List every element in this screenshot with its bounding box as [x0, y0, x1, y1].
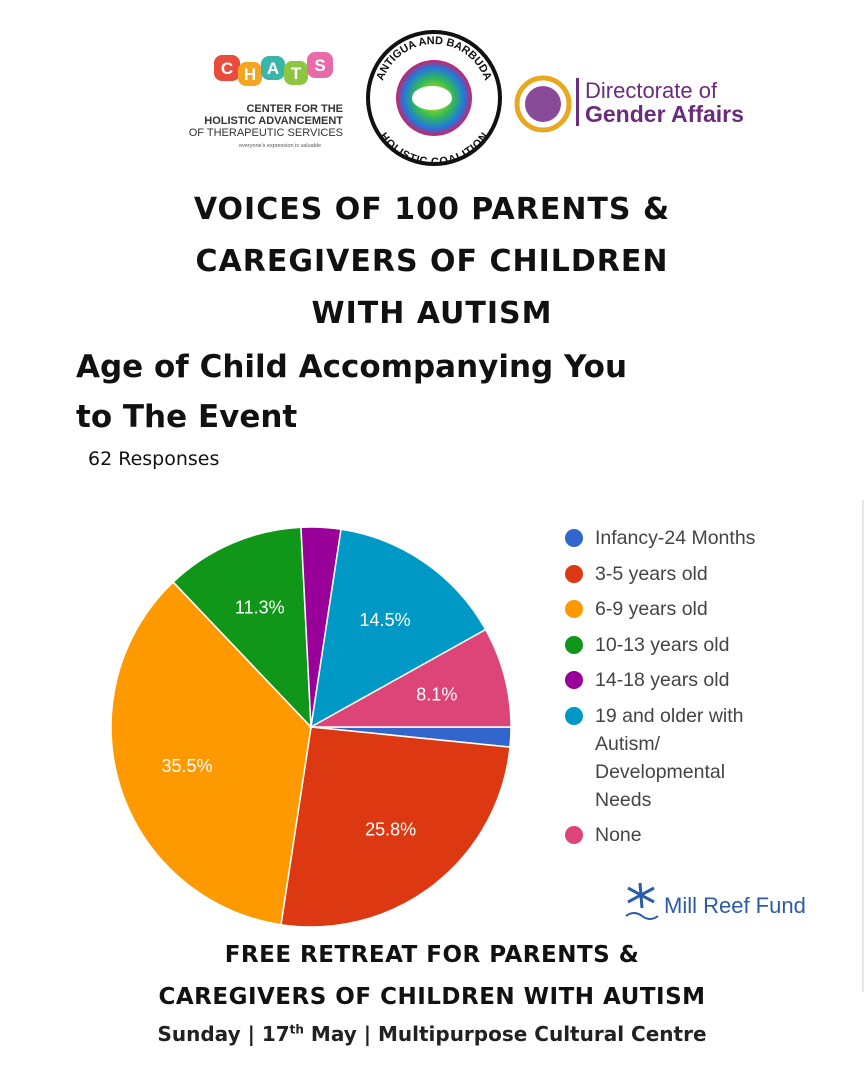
chats-letter: T — [291, 64, 302, 83]
legend-label: 10-13 years old — [595, 633, 730, 656]
logos: C H A T S CENTER FOR THE HOLISTIC ADVANC… — [189, 30, 744, 168]
chart-panel — [0, 500, 864, 992]
divider — [576, 78, 579, 126]
legend-entry: 6-9 years old — [565, 595, 780, 623]
coalition-logo: ANTIGUA AND BARBUDA HOLISTIC COALITION — [366, 30, 502, 168]
heading-line: CAREGIVERS OF CHILDREN — [195, 244, 669, 279]
chats-letter: A — [267, 59, 279, 78]
date-text: Sunday | 17 — [157, 1022, 290, 1046]
footer-line: CAREGIVERS OF CHILDREN WITH AUTISM — [158, 984, 706, 1010]
logo-ring — [514, 75, 572, 133]
event-date: Sunday | 17th May | Multipurpose Cultura… — [0, 1022, 864, 1046]
legend-label: 14-18 years old — [595, 669, 730, 691]
legend-entry: None — [565, 821, 780, 849]
legend-swatch — [565, 564, 583, 583]
bubble — [214, 55, 240, 81]
chats-letter: C — [221, 59, 233, 78]
windmill — [627, 882, 655, 909]
legend-label: Infancy-24 Months — [595, 527, 756, 549]
legend-label: None — [595, 824, 642, 846]
legend-entry: 19 and older with Autism/ Developmental … — [565, 702, 780, 814]
chats-line: OF THERAPEUTIC SERVICES — [189, 127, 343, 139]
date-suffix: th — [289, 1022, 304, 1037]
heading-line: WITH AUTISM — [311, 296, 553, 331]
logo-core — [525, 86, 561, 122]
chats-line: HOLISTIC ADVANCEMENT — [204, 115, 343, 127]
sponsor-logo: Mill Reef Fund — [625, 882, 806, 920]
bubble — [307, 52, 333, 78]
footer-line: FREE RETREAT FOR PARENTS & — [224, 942, 640, 968]
legend-swatch — [565, 529, 583, 547]
heading-line: VOICES OF 100 PARENTS & — [193, 192, 671, 227]
chats-line: CENTER FOR THE — [246, 103, 343, 115]
bubble — [284, 61, 308, 85]
legend: Infancy-24 Months 3-5 years old 6-9 years … — [565, 524, 795, 857]
waves — [625, 912, 659, 920]
bubble — [238, 62, 262, 86]
directorate-line: Gender Affairs — [585, 101, 744, 127]
legend-entry: 10-13 years old — [565, 631, 780, 659]
legend-swatch — [565, 706, 583, 725]
directorate-logo: Directorate of Gender Affairs — [514, 75, 744, 133]
legend-label: 19 and older with Autism/ Developmental … — [595, 704, 744, 811]
chats-letter: H — [244, 65, 256, 84]
legend-swatch — [565, 671, 583, 689]
logo-figure — [412, 86, 452, 110]
chats-tagline: everyone's expression is valuable — [239, 143, 321, 149]
bubble — [261, 56, 285, 80]
legend-swatch — [565, 826, 583, 844]
sponsor-name: Mill Reef Fund — [664, 893, 806, 918]
chart-title: Age of Child Accompanying You to The Eve… — [76, 349, 628, 435]
chart-subtitle: 62 Responses — [88, 448, 220, 470]
legend-label: 3-5 years old — [595, 562, 708, 585]
chats-logo: C H A T S CENTER FOR THE HOLISTIC ADVANC… — [189, 52, 343, 149]
legend-swatch — [565, 635, 583, 654]
legend-label: 6-9 years old — [595, 598, 708, 620]
legend-entry: 3-5 years old — [565, 560, 780, 588]
chats-letter: S — [314, 56, 325, 75]
legend-entry: 14-18 years old — [565, 666, 780, 694]
date-text: May | Multipurpose Cultural Centre — [303, 1022, 707, 1046]
legend-swatch — [565, 600, 583, 618]
legend-entry: Infancy-24 Months — [565, 524, 780, 552]
directorate-line: Directorate of — [585, 78, 718, 103]
